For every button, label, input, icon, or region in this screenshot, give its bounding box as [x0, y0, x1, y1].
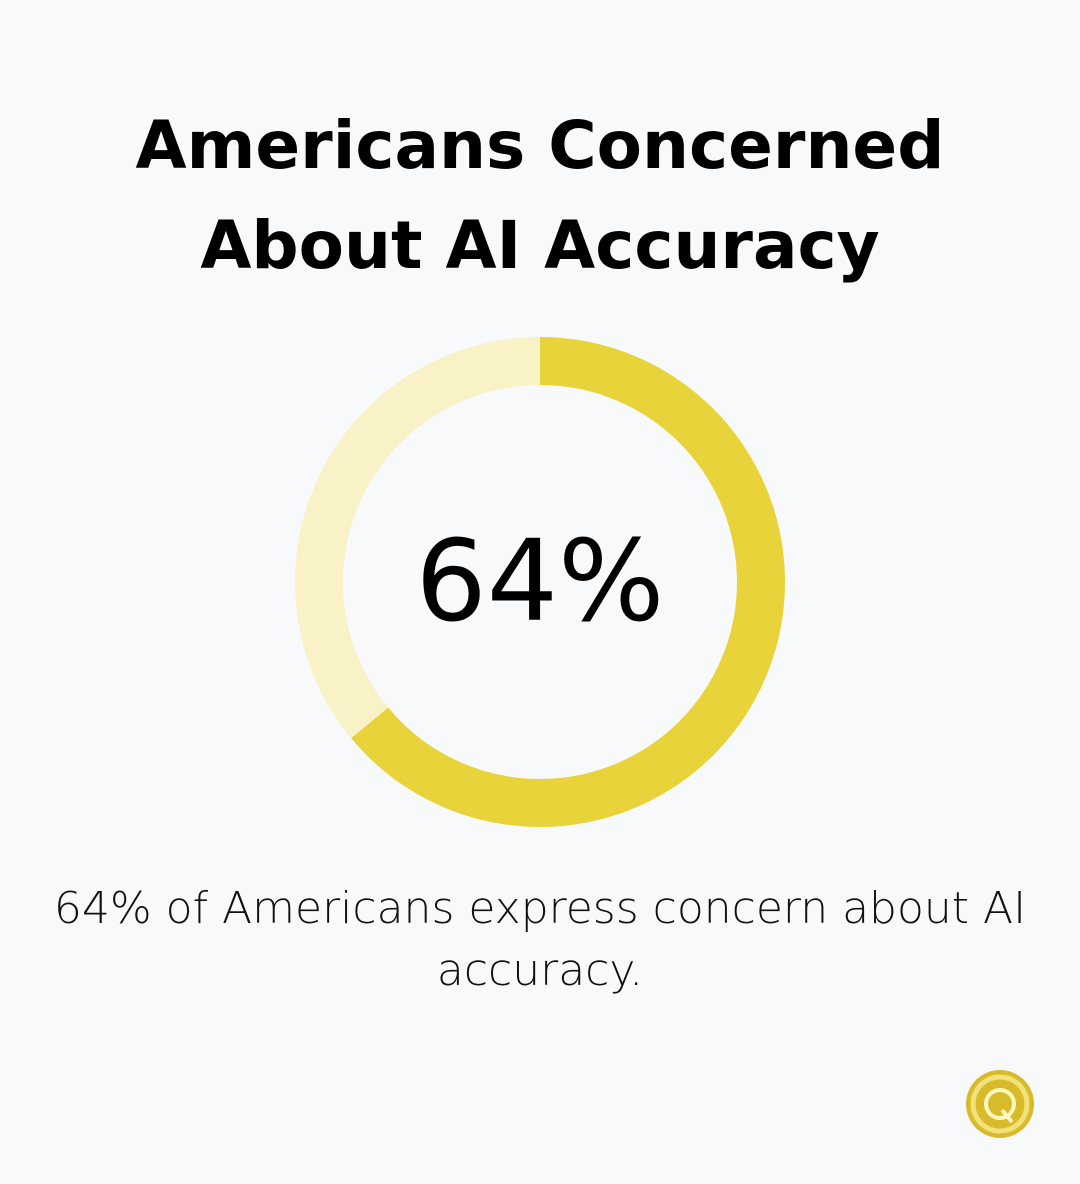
logo-ring [970, 1074, 1030, 1134]
logo-outer [966, 1070, 1034, 1138]
caption: 64% of Americans express concern about A… [53, 883, 1027, 996]
logo-q-tail [1000, 1108, 1014, 1124]
ring-segment [351, 337, 785, 827]
chart-title: Americans Concerned About AI Accuracy [135, 107, 945, 284]
value-label: 64% [415, 517, 665, 647]
logo-q [984, 1088, 1016, 1120]
logo [966, 1070, 1034, 1138]
